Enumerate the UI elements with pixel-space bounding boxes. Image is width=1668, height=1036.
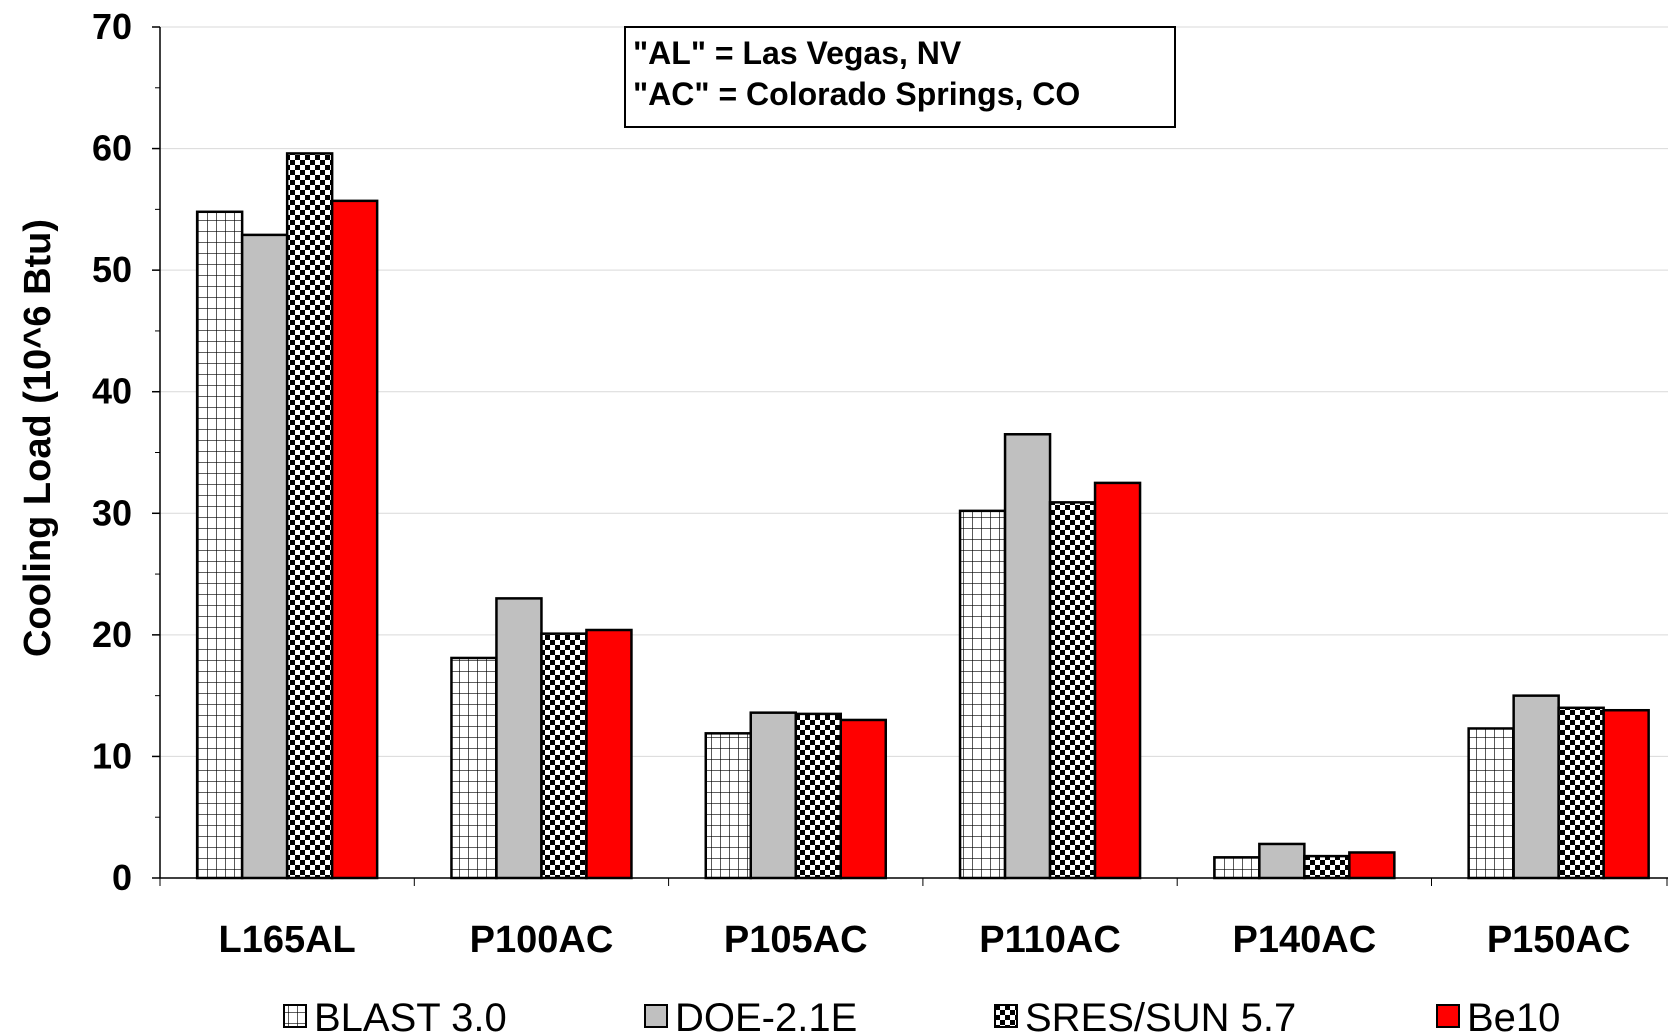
bar <box>704 732 752 880</box>
annotation-line-1: "AL" = Las Vegas, NV <box>633 35 962 71</box>
bar <box>240 233 289 880</box>
legend-label: Be10 <box>1467 996 1560 1036</box>
y-tick-label: 20 <box>92 614 132 655</box>
bar <box>839 718 887 880</box>
bar <box>495 597 543 880</box>
y-tick-label: 30 <box>92 492 132 533</box>
bar <box>1467 727 1515 880</box>
y-axis: 0 10 20 30 40 50 60 70 <box>92 6 161 898</box>
bar <box>1303 854 1351 880</box>
x-tick-label: P105AC <box>724 919 868 961</box>
bar <box>958 509 1007 880</box>
bar <box>1348 851 1396 880</box>
legend-label: DOE-2.1E <box>675 996 857 1036</box>
y-tick-label: 60 <box>92 128 132 169</box>
legend: BLAST 3.0 DOE-2.1E SRES/SUN 5.7 Be10 <box>283 996 1560 1036</box>
bar <box>330 199 379 880</box>
bar <box>450 656 498 880</box>
legend-swatch <box>994 1004 1018 1028</box>
y-tick-label: 50 <box>92 249 132 290</box>
bar <box>1048 501 1097 880</box>
x-tick-label: L165AL <box>219 919 356 961</box>
bar <box>1258 842 1306 880</box>
annotation-line-2: "AC" = Colorado Springs, CO <box>633 76 1080 112</box>
y-tick-label: 10 <box>92 735 132 776</box>
x-tick-label: P100AC <box>470 919 614 961</box>
bars <box>195 152 1650 880</box>
bar <box>1213 856 1261 880</box>
legend-label: SRES/SUN 5.7 <box>1025 996 1296 1036</box>
bar <box>1512 694 1560 880</box>
y-axis-title: Cooling Load (10^6 Btu) <box>17 219 59 657</box>
x-tick-label: P140AC <box>1233 919 1377 961</box>
legend-swatch <box>644 1004 668 1028</box>
legend-swatch <box>283 1004 307 1028</box>
bar <box>540 632 588 880</box>
bar <box>1557 706 1605 880</box>
bar <box>794 712 842 880</box>
x-axis: L165AL P100AC P105AC P110AC P140AC P150AC <box>159 877 1668 961</box>
bar <box>1093 481 1142 880</box>
bar <box>285 152 334 880</box>
x-tick-label: P110AC <box>979 919 1121 961</box>
y-tick-label: 0 <box>112 857 132 898</box>
bar <box>195 210 244 880</box>
bar <box>1003 433 1052 880</box>
gridlines <box>160 26 1668 757</box>
annotation-box: "AL" = Las Vegas, NV "AC" = Colorado Spr… <box>624 26 1176 128</box>
y-tick-label: 70 <box>92 6 132 47</box>
y-tick-label: 40 <box>92 371 132 412</box>
legend-label: BLAST 3.0 <box>314 996 507 1036</box>
bar <box>749 711 797 880</box>
bar <box>1602 708 1650 880</box>
legend-swatch <box>1436 1004 1460 1028</box>
bar <box>585 628 633 880</box>
x-tick-label: P150AC <box>1487 919 1631 961</box>
